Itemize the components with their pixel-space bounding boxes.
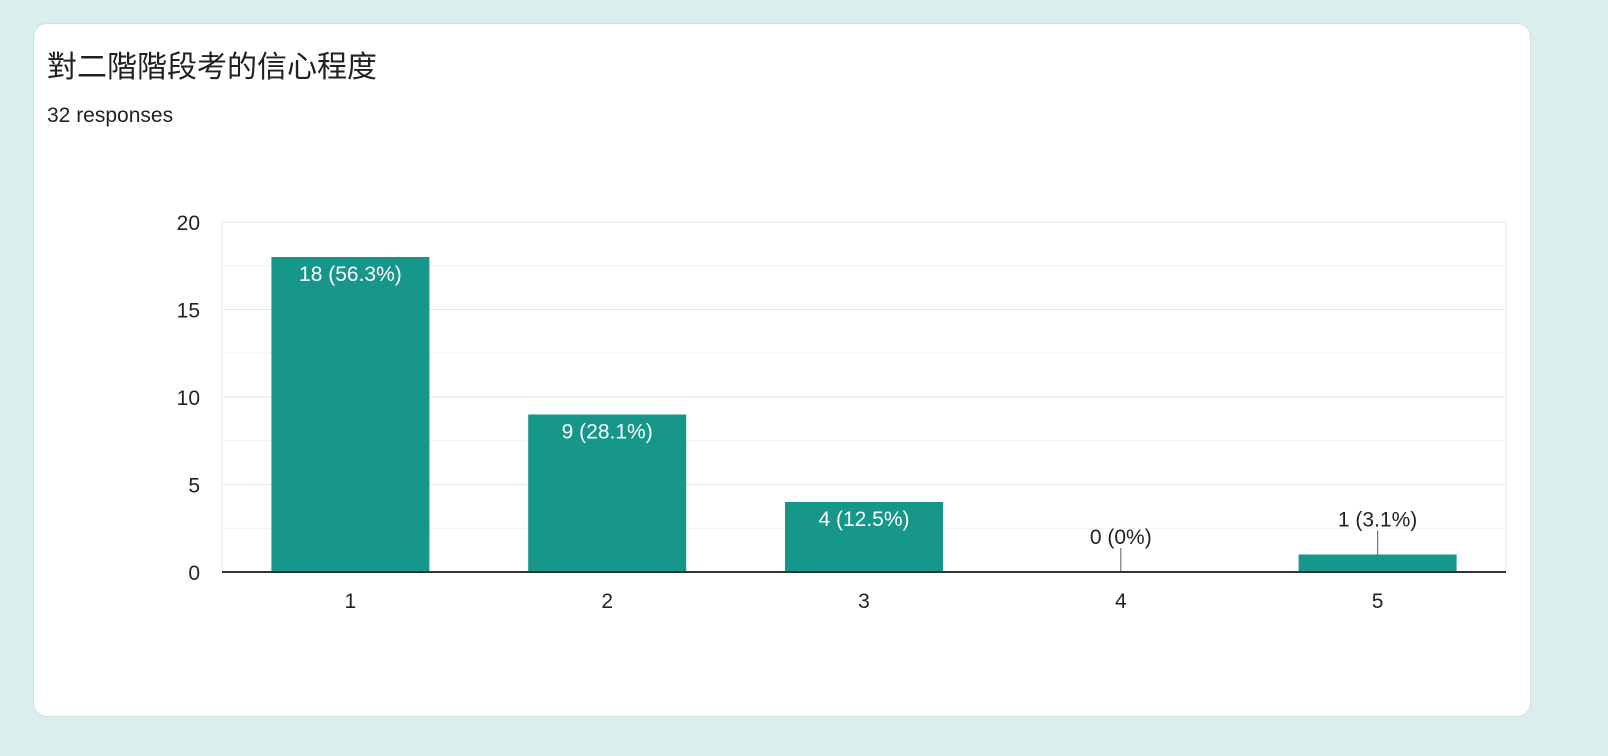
x-tick-label: 4 (1115, 590, 1127, 613)
y-tick-label: 5 (188, 475, 200, 498)
chart-title: 對二階階段考的信心程度 (47, 50, 377, 85)
bar[interactable] (271, 257, 430, 572)
y-tick-label: 10 (177, 387, 200, 410)
x-tick-label: 5 (1372, 590, 1384, 613)
x-tick-label: 1 (345, 590, 357, 613)
data-label: 18 (56.3%) (299, 263, 402, 286)
response-count: 32 responses (47, 104, 174, 127)
y-tick-label: 15 (177, 300, 200, 323)
bar[interactable] (1298, 554, 1457, 573)
data-label: 0 (0%) (1090, 526, 1152, 549)
y-tick-label: 0 (188, 562, 200, 585)
y-tick-label: 20 (177, 212, 200, 235)
x-tick-label: 2 (601, 590, 613, 613)
data-label: 4 (12.5%) (818, 508, 909, 531)
x-tick-label: 3 (858, 590, 870, 613)
bar[interactable] (528, 414, 687, 573)
bar[interactable] (785, 502, 943, 572)
data-label: 1 (3.1%) (1338, 509, 1417, 532)
data-label: 9 (28.1%) (562, 421, 653, 444)
